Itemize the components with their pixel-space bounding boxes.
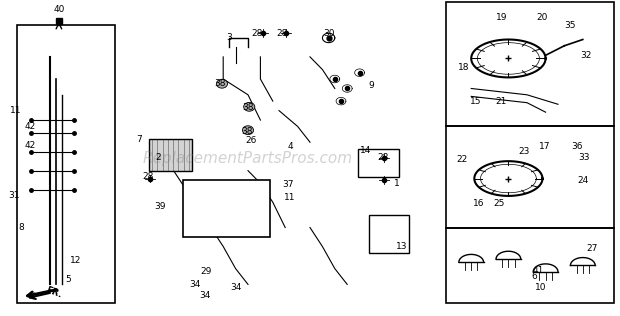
Text: ReplacementPartsPros.com: ReplacementPartsPros.com bbox=[143, 150, 353, 166]
Text: 1: 1 bbox=[394, 179, 400, 188]
Text: 23: 23 bbox=[518, 147, 529, 156]
Text: 41: 41 bbox=[533, 266, 544, 275]
Text: 28: 28 bbox=[378, 154, 389, 162]
Text: 32: 32 bbox=[580, 51, 591, 60]
Text: 7: 7 bbox=[136, 135, 143, 143]
Bar bbox=[369, 215, 409, 253]
Text: 40: 40 bbox=[53, 5, 64, 14]
Bar bbox=[149, 139, 192, 171]
Text: 26: 26 bbox=[246, 136, 257, 145]
Text: 8: 8 bbox=[19, 223, 25, 232]
Text: 38: 38 bbox=[242, 103, 254, 112]
Text: 19: 19 bbox=[497, 13, 508, 22]
Bar bbox=[183, 180, 270, 237]
Text: FR.: FR. bbox=[45, 286, 63, 300]
Text: 11: 11 bbox=[285, 193, 296, 202]
Text: 33: 33 bbox=[578, 154, 590, 162]
Text: 34: 34 bbox=[230, 283, 241, 292]
Bar bbox=[358, 149, 399, 177]
Text: 24: 24 bbox=[577, 176, 588, 185]
Text: 17: 17 bbox=[539, 143, 550, 151]
Text: 11: 11 bbox=[10, 106, 21, 115]
Text: 38: 38 bbox=[241, 127, 252, 136]
Bar bbox=[17, 25, 115, 303]
Text: 18: 18 bbox=[458, 64, 469, 72]
Ellipse shape bbox=[216, 79, 228, 88]
Text: 42: 42 bbox=[24, 122, 35, 131]
Text: 6: 6 bbox=[531, 272, 538, 281]
Text: 5: 5 bbox=[65, 275, 71, 284]
Text: 37: 37 bbox=[283, 180, 294, 189]
Bar bbox=[446, 126, 614, 228]
Text: 13: 13 bbox=[396, 242, 407, 251]
Text: 31: 31 bbox=[8, 191, 19, 200]
Text: 29: 29 bbox=[201, 267, 212, 276]
Text: 3: 3 bbox=[226, 33, 232, 42]
Text: 9: 9 bbox=[368, 81, 374, 90]
Text: 38: 38 bbox=[215, 79, 226, 88]
Ellipse shape bbox=[244, 102, 255, 111]
Text: 20: 20 bbox=[537, 13, 548, 22]
Text: 27: 27 bbox=[587, 244, 598, 252]
Text: 25: 25 bbox=[494, 199, 505, 208]
Text: 16: 16 bbox=[473, 199, 484, 208]
Text: 30: 30 bbox=[323, 29, 334, 38]
Text: 12: 12 bbox=[70, 256, 81, 265]
Text: 28: 28 bbox=[142, 173, 153, 181]
Text: 4: 4 bbox=[287, 143, 293, 151]
Text: 28: 28 bbox=[277, 29, 288, 38]
Text: 14: 14 bbox=[360, 146, 371, 155]
Bar bbox=[446, 2, 614, 126]
Text: 42: 42 bbox=[24, 141, 35, 150]
Ellipse shape bbox=[242, 126, 254, 135]
Text: 22: 22 bbox=[456, 155, 467, 164]
Text: 2: 2 bbox=[155, 154, 161, 162]
Text: 28: 28 bbox=[252, 29, 263, 38]
Text: 34: 34 bbox=[199, 291, 210, 300]
Text: 15: 15 bbox=[471, 97, 482, 106]
Bar bbox=[446, 228, 614, 303]
Text: 36: 36 bbox=[571, 143, 582, 151]
Text: 39: 39 bbox=[154, 203, 166, 211]
Text: 10: 10 bbox=[535, 283, 546, 292]
Text: 35: 35 bbox=[565, 21, 576, 30]
Text: 21: 21 bbox=[495, 97, 507, 106]
Text: 34: 34 bbox=[190, 280, 201, 289]
